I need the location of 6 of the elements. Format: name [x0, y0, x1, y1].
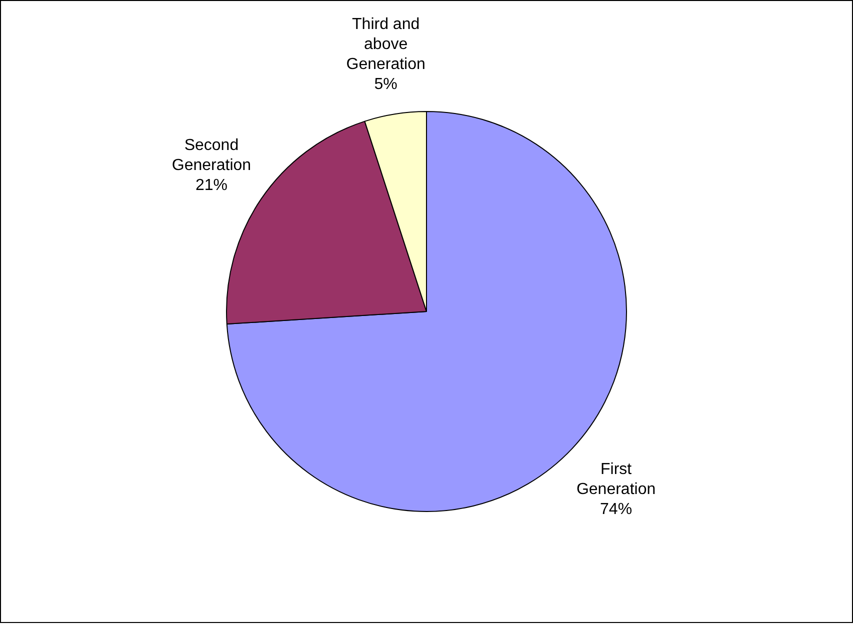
- slice-label: First Generation: [576, 460, 656, 498]
- slice-label: Third and above Generation: [346, 16, 426, 74]
- data-label: 5%: [374, 76, 398, 94]
- slice-label: Second Generation: [172, 136, 252, 174]
- data-label: 74%: [600, 500, 632, 518]
- data-label: 21%: [195, 176, 228, 194]
